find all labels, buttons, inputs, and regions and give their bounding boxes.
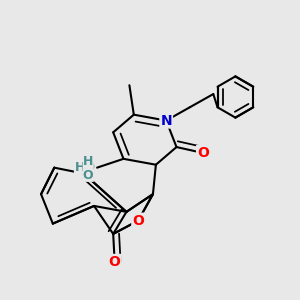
Text: O: O: [83, 169, 94, 182]
Text: HO: HO: [74, 161, 95, 174]
Text: O: O: [197, 146, 209, 160]
Text: N: N: [160, 114, 172, 128]
Text: H: H: [83, 155, 93, 168]
Text: O: O: [132, 214, 144, 228]
Text: O: O: [109, 255, 121, 269]
